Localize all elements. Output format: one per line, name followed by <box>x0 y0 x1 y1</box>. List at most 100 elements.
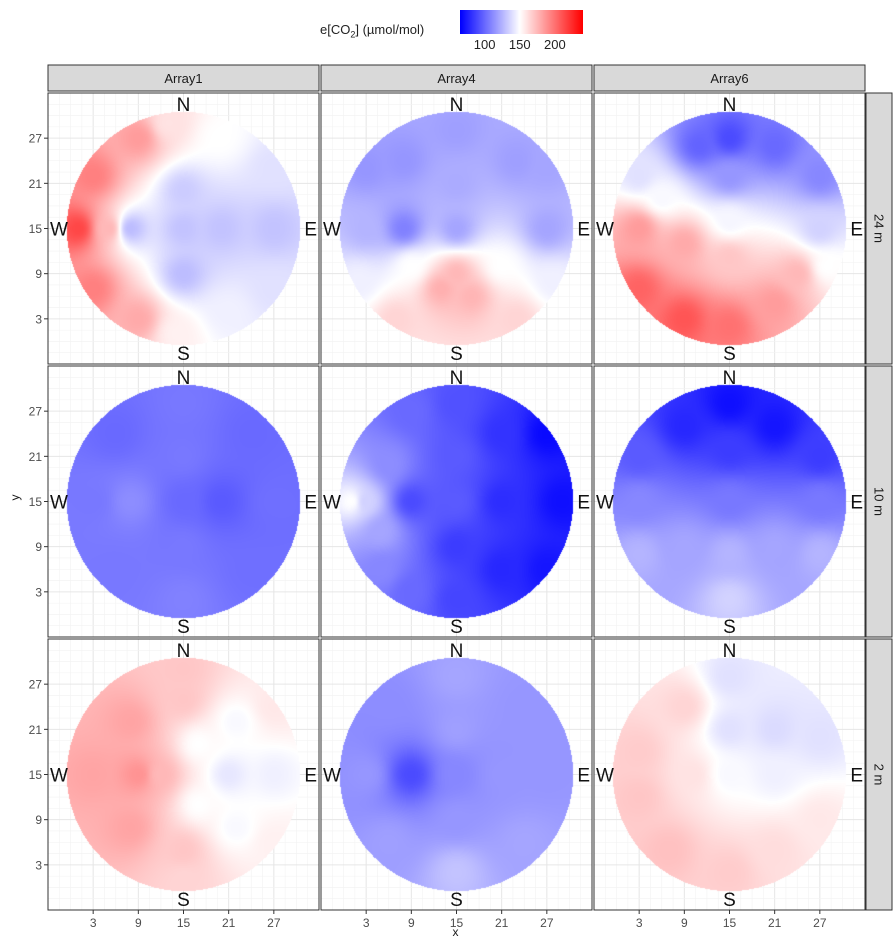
compass-w: W <box>323 766 341 787</box>
compass-n: N <box>177 641 191 662</box>
column-strip-label: Array1 <box>164 71 202 86</box>
compass-n: N <box>450 368 464 389</box>
y-tick-label: 9 <box>35 813 42 827</box>
row-strip-label: 24 m <box>872 214 887 243</box>
compass-w: W <box>50 766 68 787</box>
facet-panel: N S W E <box>320 638 593 911</box>
y-tick-label: 9 <box>35 540 42 554</box>
column-strip <box>320 64 593 92</box>
compass-n: N <box>450 641 464 662</box>
compass-s: S <box>177 344 190 365</box>
heat-circle <box>48 366 319 637</box>
y-tick-label: 27 <box>29 678 43 692</box>
y-axis-title: y <box>8 495 22 501</box>
compass-n: N <box>723 641 737 662</box>
heat-circle <box>594 639 865 910</box>
x-tick-label: 15 <box>450 916 464 930</box>
facet-panel: N S W E <box>47 92 320 365</box>
panel-border <box>593 92 866 365</box>
heat-circle <box>594 93 865 364</box>
x-tick-label: 15 <box>177 916 191 930</box>
compass-e: E <box>577 766 590 787</box>
legend-tick-label: 200 <box>544 37 566 52</box>
compass-e: E <box>850 766 863 787</box>
column-strip <box>593 64 866 92</box>
y-tick-label: 27 <box>29 405 43 419</box>
x-tick-label: 21 <box>495 916 509 930</box>
compass-s: S <box>450 890 463 911</box>
x-tick-label: 21 <box>768 916 782 930</box>
y-tick-label: 15 <box>29 768 43 782</box>
compass-n: N <box>450 95 464 116</box>
y-tick-label: 21 <box>29 177 43 191</box>
compass-s: S <box>723 890 736 911</box>
compass-s: S <box>450 617 463 638</box>
compass-s: S <box>177 617 190 638</box>
column-strip <box>47 64 320 92</box>
compass-e: E <box>577 220 590 241</box>
compass-e: E <box>850 493 863 514</box>
compass-s: S <box>723 344 736 365</box>
y-tick-label: 21 <box>29 450 43 464</box>
compass-e: E <box>304 766 317 787</box>
heat-circle <box>321 639 592 910</box>
column-strip-label: Array4 <box>437 71 475 86</box>
y-tick-label: 3 <box>35 858 42 872</box>
compass-e: E <box>577 493 590 514</box>
y-tick-label: 21 <box>29 723 43 737</box>
compass-s: S <box>450 344 463 365</box>
compass-w: W <box>50 493 68 514</box>
compass-n: N <box>177 368 191 389</box>
row-strip <box>865 638 893 911</box>
heat-circle <box>48 639 319 910</box>
legend-colorbar <box>460 10 583 34</box>
x-tick-label: 3 <box>90 916 97 930</box>
heat-circle <box>48 93 319 364</box>
compass-w: W <box>596 766 614 787</box>
facet-panel: N S W E <box>320 365 593 638</box>
x-tick-label: 21 <box>222 916 236 930</box>
compass-w: W <box>323 220 341 241</box>
compass-w: W <box>323 493 341 514</box>
compass-s: S <box>723 617 736 638</box>
y-tick-label: 15 <box>29 222 43 236</box>
compass-e: E <box>304 220 317 241</box>
compass-w: W <box>50 220 68 241</box>
compass-n: N <box>723 95 737 116</box>
compass-n: N <box>723 368 737 389</box>
heat-circle <box>321 366 592 637</box>
x-tick-label: 3 <box>636 916 643 930</box>
y-tick-label: 15 <box>29 495 43 509</box>
column-strip-label: Array6 <box>710 71 748 86</box>
y-tick-label: 3 <box>35 585 42 599</box>
heat-circle <box>594 366 865 637</box>
heat-circle <box>321 93 592 364</box>
compass-w: W <box>596 493 614 514</box>
x-tick-label: 9 <box>408 916 415 930</box>
x-axis-title: x <box>453 925 459 939</box>
y-tick-label: 9 <box>35 267 42 281</box>
y-tick-label: 27 <box>29 132 43 146</box>
facet-panel: N S W E <box>593 92 866 365</box>
facet-panel: N S W E <box>47 638 320 911</box>
x-tick-label: 15 <box>723 916 737 930</box>
compass-n: N <box>177 95 191 116</box>
facet-panel: N S W E <box>47 365 320 638</box>
x-tick-label: 27 <box>267 916 281 930</box>
x-tick-label: 9 <box>135 916 142 930</box>
legend-tick-label: 150 <box>508 37 531 52</box>
panel-border <box>320 92 593 365</box>
row-strip <box>865 365 893 638</box>
compass-e: E <box>850 220 863 241</box>
legend-title: e[CO2] (µmol/mol) <box>320 22 425 40</box>
row-strip-label: 10 m <box>872 487 887 516</box>
x-tick-label: 9 <box>681 916 688 930</box>
facet-panel: N S W E <box>593 365 866 638</box>
x-tick-label: 3 <box>363 916 370 930</box>
panel-border <box>593 365 866 638</box>
legend-tick-label: 100 <box>473 37 496 52</box>
x-tick-label: 27 <box>813 916 827 930</box>
compass-w: W <box>596 220 614 241</box>
y-tick-label: 3 <box>35 312 42 326</box>
